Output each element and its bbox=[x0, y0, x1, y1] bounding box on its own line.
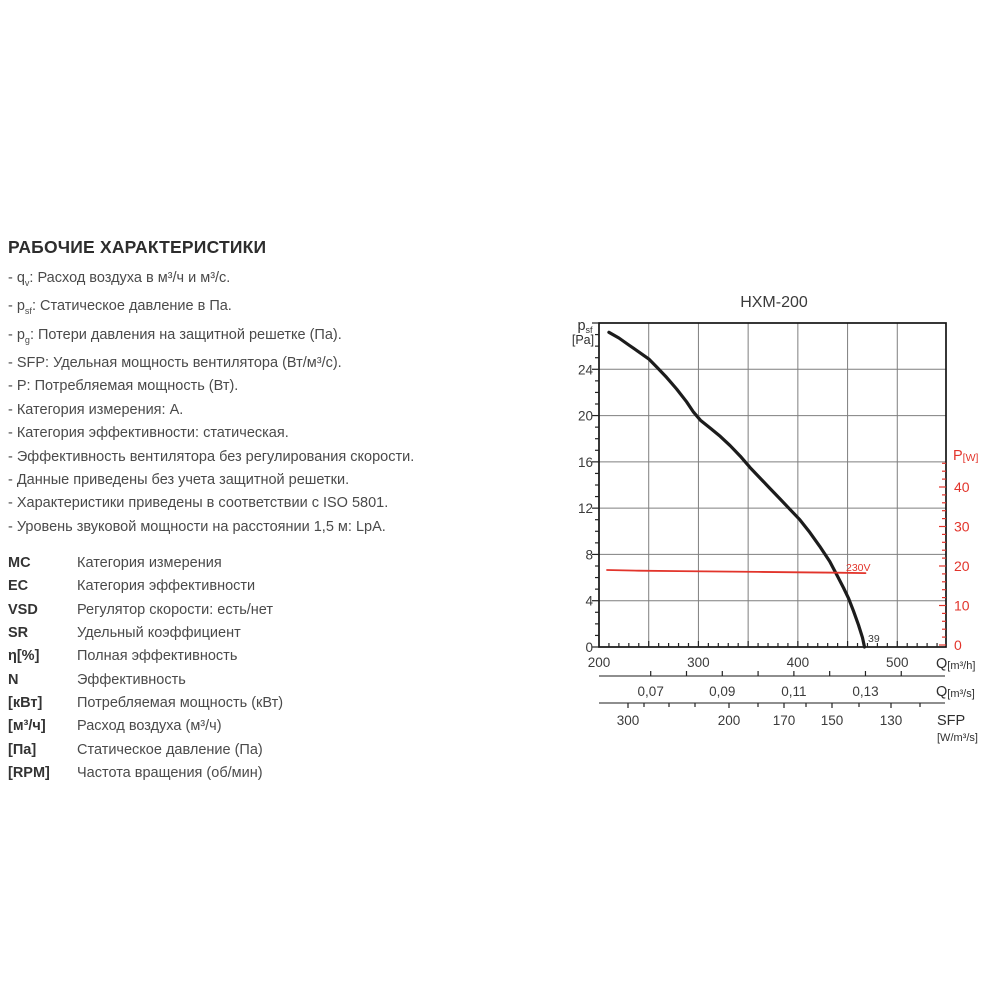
legend-key: EC bbox=[8, 578, 29, 595]
legend-key: [RPM] bbox=[8, 764, 50, 781]
q-tick-label: 200 bbox=[588, 655, 611, 670]
q-tick-label: 300 bbox=[687, 655, 710, 670]
spec-note: - Уровень звуковой мощности на расстояни… bbox=[8, 518, 386, 535]
spec-note: - qv: Расход воздуха в м³/ч и м³/с. bbox=[8, 270, 231, 288]
spec-note: - pg: Потери давления на защитной решетк… bbox=[8, 326, 342, 345]
x-axis-title-m3s: Q[m³/s] bbox=[936, 684, 975, 700]
abbreviation-legend: MC Категория измерения EC Категория эффекти… bbox=[8, 552, 553, 785]
spec-note: - SFP: Удельная мощность вентилятора (Вт… bbox=[8, 354, 342, 371]
qs-tick-label: 0,09 bbox=[709, 684, 735, 699]
right-axis-title-power: P[W] bbox=[953, 448, 978, 464]
legend-row: SR Удельный коэффициент bbox=[8, 622, 553, 645]
q-tick-label: 500 bbox=[886, 655, 909, 670]
legend-desc: Потребляемая мощность (кВт) bbox=[77, 694, 284, 711]
legend-desc: Категория эффективности bbox=[77, 578, 256, 595]
psf-tick-label: 20 bbox=[578, 409, 593, 424]
psf-tick-label: 12 bbox=[578, 501, 593, 516]
static-pressure-curve-230V bbox=[607, 330, 867, 649]
legend-row: [кВт] Потребляемая мощность (кВт) bbox=[8, 692, 553, 715]
power-tick-label: 40 bbox=[954, 479, 970, 495]
qs-tick-label: 0,07 bbox=[638, 684, 664, 699]
section-title: РАБОЧИЕ ХАРАКТЕРИСТИКИ bbox=[8, 237, 267, 257]
spec-note: - Данные приведены без учета защитной ре… bbox=[8, 471, 350, 488]
spec-note: - P: Потребляемая мощность (Вт). bbox=[8, 378, 239, 395]
specs-section: РАБОЧИЕ ХАРАКТЕРИСТИКИ - qv: Расход возд… bbox=[8, 238, 553, 785]
legend-row: [RPM] Частота вращения (об/мин) bbox=[8, 762, 553, 785]
legend-key: [кВт] bbox=[8, 694, 43, 711]
sfp-axis-unit: [W/m³/s] bbox=[937, 732, 978, 744]
legend-desc: Эффективность bbox=[77, 671, 186, 688]
power-curve-230V bbox=[606, 569, 867, 574]
sfp-tick-label: 170 bbox=[773, 713, 796, 728]
legend-row: [м³/ч] Расход воздуха (м³/ч) bbox=[8, 715, 553, 738]
x-axis-title-m3h: Q[m³/h] bbox=[936, 656, 975, 672]
legend-key: [м³/ч] bbox=[8, 718, 46, 735]
psf-tick-label: 24 bbox=[578, 362, 594, 377]
legend-desc: Регулятор скорости: есть/нет bbox=[77, 601, 274, 618]
legend-row: η[%] Полная эффективность bbox=[8, 645, 553, 668]
legend-desc: Частота вращения (об/мин) bbox=[77, 764, 263, 781]
performance-chart-svg: 0 4 8 12 16 20 24 200 300 400 500 0 10 20 30 40 0,07 0,09… bbox=[572, 294, 979, 744]
spec-note: - Категория эффективности: статическая. bbox=[8, 425, 289, 442]
legend-row: [Па] Статическое давление (Па) bbox=[8, 739, 553, 762]
sfp-axis-title: SFP bbox=[937, 713, 965, 729]
power-tick-label: 30 bbox=[954, 519, 970, 535]
sfp-tick-label: 130 bbox=[880, 713, 903, 728]
psf-tick-label: 0 bbox=[585, 640, 593, 655]
y-axis-unit-pa: [Pa] bbox=[572, 333, 594, 347]
legend-row: VSD Регулятор скорости: есть/нет bbox=[8, 599, 553, 622]
spec-note: - Категория измерения: A. bbox=[8, 401, 184, 418]
spec-note: - Эффективность вентилятора без регулиро… bbox=[8, 448, 415, 465]
sound-level-label: 39 bbox=[868, 633, 880, 645]
sfp-tick-label: 150 bbox=[821, 713, 844, 728]
legend-key: MC bbox=[8, 555, 31, 572]
qs-tick-label: 0,11 bbox=[781, 684, 806, 699]
chart-title: HXM-200 bbox=[740, 294, 808, 311]
legend-row: EC Категория эффективности bbox=[8, 575, 553, 598]
power-tick-label: 0 bbox=[954, 637, 962, 653]
voltage-curve-label: 230V bbox=[846, 562, 871, 574]
sfp-tick-label: 200 bbox=[718, 713, 741, 728]
q-tick-label: 400 bbox=[787, 655, 810, 670]
notes-list: - qv: Расход воздуха в м³/ч и м³/с. - psf… bbox=[8, 267, 553, 539]
legend-desc: Полная эффективность bbox=[77, 648, 238, 665]
legend-key: [Па] bbox=[8, 741, 37, 758]
legend-key: N bbox=[8, 671, 19, 688]
legend-key: η[%] bbox=[8, 648, 40, 665]
legend-row: N Эффективность bbox=[8, 669, 553, 692]
legend-row: MC Категория измерения bbox=[8, 552, 553, 575]
power-tick-label: 20 bbox=[954, 558, 970, 574]
y-axis-title-psf: psf bbox=[577, 318, 593, 335]
legend-desc: Расход воздуха (м³/ч) bbox=[77, 718, 222, 735]
qs-tick-label: 0,13 bbox=[852, 684, 878, 699]
legend-key: VSD bbox=[8, 601, 38, 618]
sfp-tick-label: 300 bbox=[617, 713, 640, 728]
plot-border bbox=[598, 322, 947, 648]
spec-note: - Характеристики приведены в соответстви… bbox=[8, 495, 389, 512]
psf-tick-label: 8 bbox=[585, 547, 593, 562]
legend-key: SR bbox=[8, 625, 29, 642]
psf-tick-label: 4 bbox=[585, 594, 593, 609]
performance-chart: 0 4 8 12 16 20 24 200 300 400 500 0 10 20 30 40 0,07 0,09… bbox=[560, 285, 1000, 760]
legend-desc: Удельный коэффициент bbox=[77, 625, 241, 642]
legend-desc: Категория измерения bbox=[77, 555, 222, 572]
legend-desc: Статическое давление (Па) bbox=[77, 741, 263, 758]
spec-note: - psf: Статическое давление в Па. bbox=[8, 298, 232, 317]
power-tick-label: 10 bbox=[954, 598, 970, 614]
psf-tick-label: 16 bbox=[578, 455, 593, 470]
